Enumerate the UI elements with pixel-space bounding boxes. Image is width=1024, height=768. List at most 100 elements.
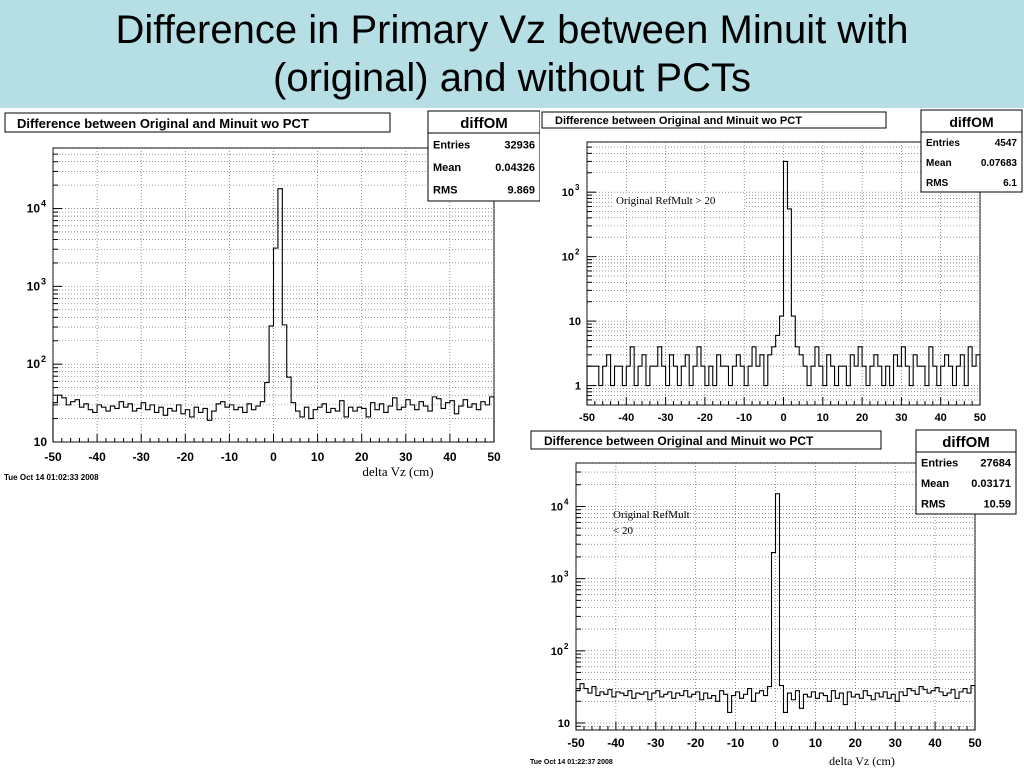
x-tick-label: -40 <box>607 736 625 750</box>
stats-box-title: diffOM <box>949 114 993 130</box>
stats-box-value: 10.59 <box>983 499 1011 511</box>
x-tick-label: 10 <box>809 736 823 750</box>
x-tick-label: -10 <box>727 736 745 750</box>
x-tick-label: 30 <box>399 450 413 464</box>
stats-box-label: Entries <box>921 457 958 469</box>
y-tick-label: 10 <box>34 435 48 449</box>
y-tick-label-exponent: 2 <box>41 354 46 364</box>
timestamp: Tue Oct 14 01:22:37 2008 <box>530 759 613 766</box>
x-tick-label: 10 <box>817 412 829 424</box>
stats-box-label: Entries <box>433 139 470 151</box>
x-tick-label: -20 <box>697 412 713 424</box>
stats-box-label: Mean <box>926 158 952 169</box>
x-tick-label: -50 <box>44 450 62 464</box>
x-tick-label: -30 <box>133 450 151 464</box>
y-tick-label: 1 <box>575 381 581 393</box>
slide-title-line-2: (original) and without PCTs <box>273 56 751 100</box>
x-tick-label: 0 <box>270 450 277 464</box>
annotation-text: Original RefMult > 20 <box>616 195 716 207</box>
axis-ticks <box>52 147 495 443</box>
x-tick-label: 20 <box>849 736 863 750</box>
stats-box-value: 32936 <box>504 139 535 151</box>
x-tick-label: -40 <box>88 450 106 464</box>
histogram-panel-all: -50 -40 -30 -20 -10 0 10 20 30 40 50 10 10 2 10 3 10 4 Dif… <box>0 108 540 488</box>
x-tick-label: -10 <box>736 412 752 424</box>
histogram-panel-refmult-gt-20: -50 -40 -30 -20 -10 0 10 20 30 40 50 1 10 10 2 10 3 Diffe… <box>540 108 1024 428</box>
slide-title: Difference in Primary Vz between Minuit … <box>0 6 1024 102</box>
y-tick-label: 10 <box>562 187 574 199</box>
chart-title: Difference between Original and Minuit w… <box>17 116 309 131</box>
grid-lines <box>575 462 976 731</box>
x-axis-label: delta Vz (cm) <box>362 464 433 479</box>
x-tick-label: 40 <box>443 450 457 464</box>
grid-lines <box>586 141 981 406</box>
y-tick-label: 10 <box>551 574 563 586</box>
y-tick-label-exponent: 4 <box>564 497 569 506</box>
stats-box-label: Mean <box>433 162 461 174</box>
stats-box-title: diffOM <box>942 434 989 451</box>
stats-box-value: 27684 <box>980 457 1011 469</box>
y-tick-label-exponent: 3 <box>564 570 569 579</box>
y-tick-label-exponent: 2 <box>575 248 580 257</box>
y-tick-label: 10 <box>558 718 570 730</box>
x-tick-label: 0 <box>780 412 786 424</box>
stats-box-value: 6.1 <box>1003 178 1017 189</box>
x-tick-label: 50 <box>487 450 501 464</box>
y-tick-label-exponent: 2 <box>564 642 569 651</box>
stats-box <box>920 109 1023 193</box>
x-tick-label: 50 <box>974 412 986 424</box>
stats-box-label: RMS <box>433 185 457 197</box>
x-tick-label: 20 <box>355 450 369 464</box>
stats-box-label: RMS <box>921 499 945 511</box>
stats-box-label: Mean <box>921 478 949 490</box>
x-tick-label: 40 <box>928 736 942 750</box>
stats-box-value: 9.869 <box>507 185 535 197</box>
x-tick-label: -30 <box>647 736 665 750</box>
chart-title-box <box>541 111 887 129</box>
y-tick-label: 10 <box>551 646 563 658</box>
slide-title-line-1: Difference in Primary Vz between Minuit … <box>115 8 909 52</box>
x-tick-label: 30 <box>895 412 907 424</box>
annotation-text: < 20 <box>613 525 633 537</box>
stats-box <box>915 429 1017 515</box>
stats-box-value: 0.04326 <box>495 162 535 174</box>
x-tick-label: -20 <box>687 736 705 750</box>
stats-box-label: RMS <box>926 178 949 189</box>
y-tick-label-exponent: 3 <box>41 276 46 286</box>
x-tick-label: -10 <box>221 450 239 464</box>
histogram-panel-refmult-lt-20: -50 -40 -30 -20 -10 0 10 20 30 40 50 10 10 2 10 3 10 4 Dif… <box>528 428 1024 768</box>
chart-title-box <box>530 430 882 450</box>
chart-title: Difference between Original and Minuit w… <box>555 115 802 127</box>
y-tick-label: 10 <box>551 501 563 513</box>
stats-box-title: diffOM <box>460 115 507 132</box>
x-tick-label: 40 <box>935 412 947 424</box>
y-tick-label: 10 <box>27 202 41 216</box>
y-tick-label: 10 <box>569 316 581 328</box>
x-tick-label: 0 <box>772 736 779 750</box>
stats-box-value: 0.07683 <box>981 158 1018 169</box>
x-tick-label: 20 <box>856 412 868 424</box>
y-tick-label: 10 <box>562 252 574 264</box>
x-tick-label: -40 <box>618 412 634 424</box>
histogram-series <box>586 160 981 405</box>
histogram-series <box>575 493 976 730</box>
x-axis-label: delta Vz (cm) <box>829 754 895 768</box>
stats-box-value: 4547 <box>995 138 1018 149</box>
histogram-series <box>52 188 495 442</box>
y-tick-label: 10 <box>27 357 41 371</box>
timestamp: Tue Oct 14 01:02:33 2008 <box>4 473 99 482</box>
x-tick-label: -50 <box>579 412 595 424</box>
y-tick-label-exponent: 4 <box>41 199 46 209</box>
stats-box <box>427 110 540 202</box>
x-tick-label: -20 <box>177 450 195 464</box>
axis-ticks <box>586 141 981 406</box>
stats-box-value: 0.03171 <box>971 478 1011 490</box>
annotation-background <box>612 193 744 208</box>
y-tick-label: 10 <box>27 279 41 293</box>
x-tick-label: 10 <box>311 450 325 464</box>
x-tick-label: -50 <box>567 736 585 750</box>
y-tick-label-exponent: 3 <box>575 183 580 192</box>
chart-title: Difference between Original and Minuit w… <box>544 434 814 448</box>
